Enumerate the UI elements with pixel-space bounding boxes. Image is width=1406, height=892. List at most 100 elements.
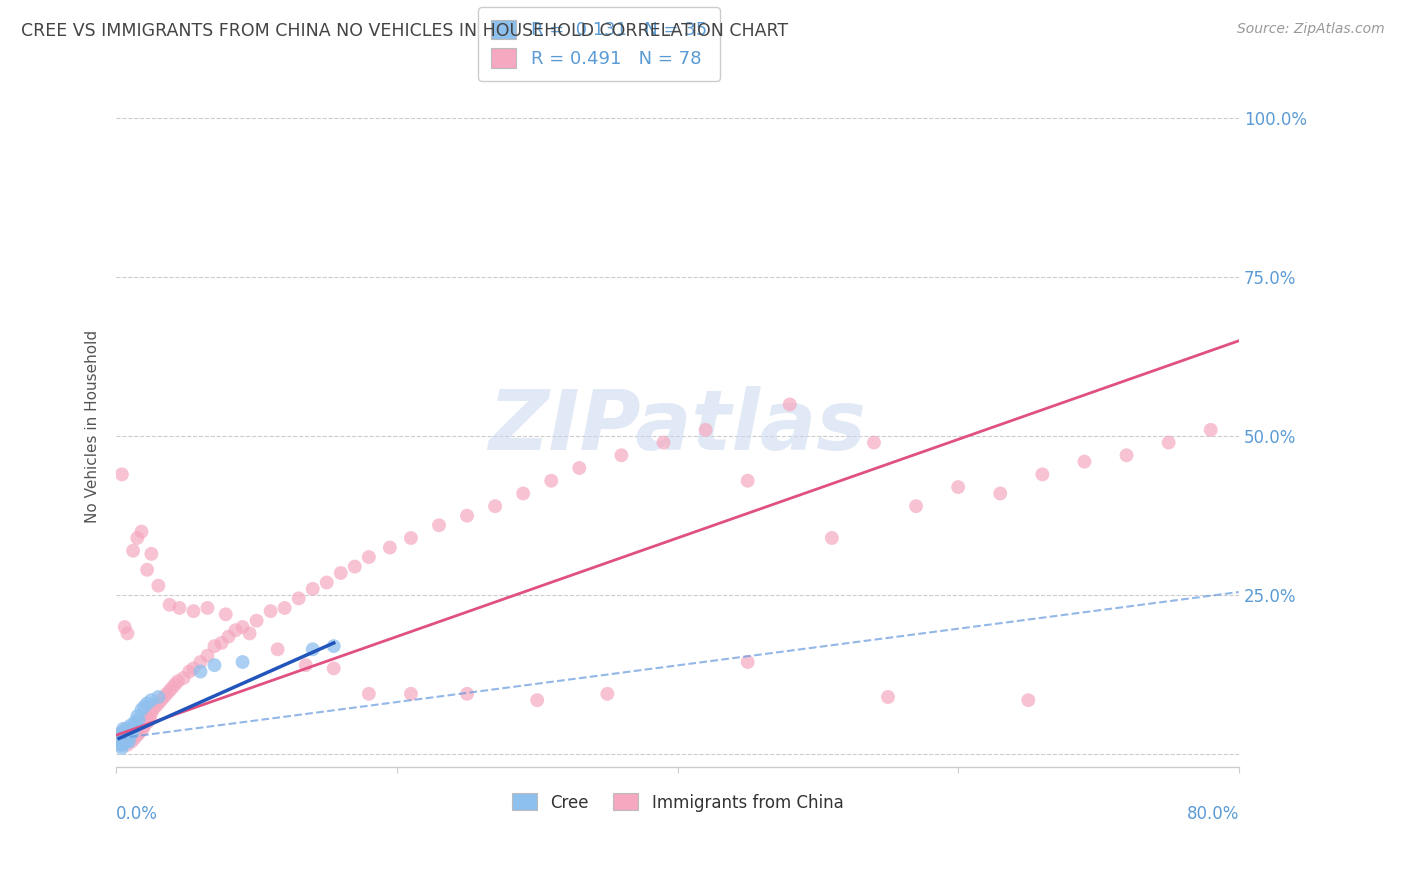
- Point: [117, 728, 139, 742]
- Point: [456, 508, 478, 523]
- Point: [239, 626, 262, 640]
- Point: [294, 658, 316, 673]
- Point: [111, 725, 134, 739]
- Point: [132, 722, 155, 736]
- Point: [112, 734, 135, 748]
- Point: [204, 639, 226, 653]
- Point: [120, 728, 142, 742]
- Point: [232, 620, 254, 634]
- Point: [156, 687, 179, 701]
- Point: [266, 642, 288, 657]
- Text: 0.0%: 0.0%: [117, 805, 157, 823]
- Point: [863, 435, 886, 450]
- Point: [1031, 467, 1053, 482]
- Point: [125, 722, 148, 736]
- Point: [111, 740, 134, 755]
- Point: [357, 550, 380, 565]
- Point: [131, 703, 153, 717]
- Point: [779, 397, 801, 411]
- Point: [120, 728, 142, 742]
- Point: [399, 531, 422, 545]
- Point: [120, 718, 142, 732]
- Point: [112, 725, 135, 739]
- Point: [142, 703, 165, 717]
- Point: [134, 699, 156, 714]
- Point: [141, 547, 163, 561]
- Point: [138, 709, 160, 723]
- Point: [737, 655, 759, 669]
- Point: [110, 738, 132, 752]
- Point: [127, 709, 149, 723]
- Point: [378, 541, 401, 555]
- Point: [204, 658, 226, 673]
- Point: [215, 607, 238, 622]
- Point: [173, 671, 195, 685]
- Point: [301, 642, 323, 657]
- Point: [568, 461, 591, 475]
- Point: [111, 467, 134, 482]
- Point: [145, 699, 167, 714]
- Point: [197, 648, 219, 663]
- Point: [343, 559, 366, 574]
- Text: CREE VS IMMIGRANTS FROM CHINA NO VEHICLES IN HOUSEHOLD CORRELATION CHART: CREE VS IMMIGRANTS FROM CHINA NO VEHICLE…: [21, 22, 789, 40]
- Point: [131, 715, 153, 730]
- Point: [111, 731, 134, 746]
- Point: [190, 655, 212, 669]
- Point: [110, 728, 132, 742]
- Point: [148, 697, 170, 711]
- Text: ZIPatlas: ZIPatlas: [489, 386, 866, 467]
- Point: [136, 563, 159, 577]
- Point: [399, 687, 422, 701]
- Point: [322, 639, 344, 653]
- Point: [165, 677, 187, 691]
- Text: 80.0%: 80.0%: [1187, 805, 1239, 823]
- Point: [127, 728, 149, 742]
- Point: [159, 683, 181, 698]
- Point: [110, 738, 132, 752]
- Point: [150, 693, 173, 707]
- Point: [117, 738, 139, 752]
- Point: [905, 499, 928, 513]
- Point: [114, 725, 136, 739]
- Point: [540, 474, 562, 488]
- Legend: Cree, Immigrants from China: Cree, Immigrants from China: [503, 785, 852, 820]
- Point: [737, 474, 759, 488]
- Point: [652, 435, 675, 450]
- Point: [169, 601, 191, 615]
- Point: [122, 725, 145, 739]
- Point: [162, 681, 184, 695]
- Point: [179, 665, 201, 679]
- Point: [427, 518, 450, 533]
- Point: [357, 687, 380, 701]
- Point: [136, 697, 159, 711]
- Point: [117, 626, 139, 640]
- Point: [159, 598, 181, 612]
- Point: [1115, 448, 1137, 462]
- Point: [114, 731, 136, 746]
- Point: [329, 566, 352, 580]
- Point: [610, 448, 633, 462]
- Point: [118, 731, 141, 746]
- Point: [988, 486, 1011, 500]
- Point: [141, 693, 163, 707]
- Point: [121, 734, 143, 748]
- Point: [129, 725, 152, 739]
- Point: [183, 604, 205, 618]
- Point: [122, 543, 145, 558]
- Point: [111, 734, 134, 748]
- Point: [153, 690, 176, 704]
- Point: [259, 604, 281, 618]
- Point: [315, 575, 337, 590]
- Point: [211, 636, 233, 650]
- Point: [821, 531, 844, 545]
- Point: [456, 687, 478, 701]
- Point: [526, 693, 548, 707]
- Point: [484, 499, 506, 513]
- Point: [108, 728, 131, 742]
- Point: [124, 731, 146, 746]
- Point: [127, 531, 149, 545]
- Point: [108, 734, 131, 748]
- Point: [118, 725, 141, 739]
- Point: [287, 591, 309, 606]
- Point: [190, 665, 212, 679]
